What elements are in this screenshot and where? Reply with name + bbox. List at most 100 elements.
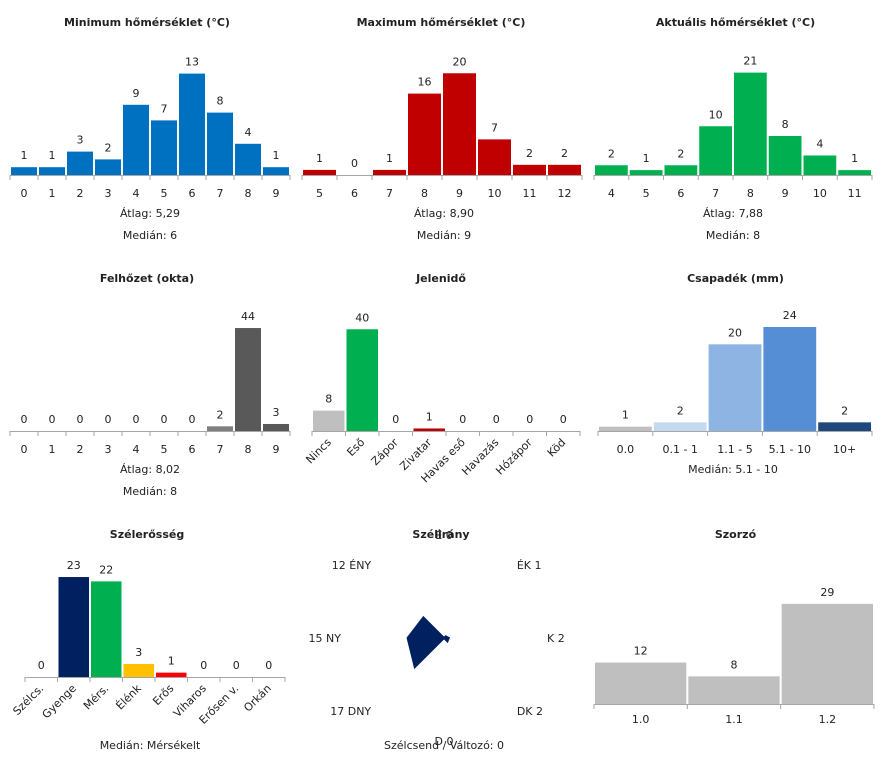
data-label: 8	[217, 95, 224, 108]
bar-10	[478, 139, 511, 175]
category-label: 3	[105, 443, 112, 456]
bar-9	[263, 423, 289, 431]
category-label: 6	[189, 187, 196, 200]
bar-4	[595, 165, 628, 175]
bar-5	[151, 120, 177, 175]
data-label: 4	[816, 138, 823, 151]
chart-title: Szélerősség	[110, 528, 184, 541]
chart-title: Szorzó	[715, 528, 757, 541]
median-stat: Medián: 9	[417, 229, 471, 242]
bar-0	[11, 167, 37, 175]
category-label: 1.2	[819, 713, 837, 726]
category-label: 5.1 - 10	[769, 443, 811, 456]
data-label: 29	[820, 586, 834, 599]
category-label: 1	[49, 443, 56, 456]
bar-0.1 - 1	[653, 422, 707, 431]
data-label: 2	[677, 404, 684, 417]
category-label: 7	[712, 187, 719, 200]
data-label: 2	[217, 408, 224, 421]
data-label: 13	[185, 56, 199, 69]
calm-variable-stat: Szélcsend / Változó: 0	[384, 739, 504, 752]
bar-Mérs.	[91, 581, 122, 677]
category-label: 10	[488, 187, 502, 200]
chart-max-temp: Maximum hőmérséklet (°C) 1 5 0 6 1 7 16 8 20 9 7 10 2…	[301, 16, 583, 242]
bar-2	[67, 151, 93, 175]
bar-8	[734, 72, 767, 175]
direction-label-D: D 0	[435, 735, 454, 748]
median-stat: Medián: 8	[123, 485, 177, 498]
category-label: 1.1	[725, 713, 743, 726]
data-label: 8	[782, 118, 789, 131]
category-label: 8	[245, 443, 252, 456]
bar-7	[699, 126, 732, 175]
category-label: 4	[133, 443, 140, 456]
category-label: 0.0	[617, 443, 635, 456]
data-label: 2	[841, 404, 848, 417]
category-label: 9	[273, 187, 280, 200]
median-stat: Medián: 6	[123, 229, 177, 242]
bar-3	[95, 159, 121, 175]
bar-1.1 - 5	[708, 344, 762, 431]
category-label: 9	[273, 443, 280, 456]
data-label: 0	[392, 413, 399, 426]
category-label: 5	[643, 187, 650, 200]
data-label: 0	[49, 413, 56, 426]
bar-6	[664, 165, 698, 175]
data-label: 7	[491, 121, 498, 134]
direction-label-DK: DK 2	[517, 705, 543, 718]
bar-1	[39, 167, 65, 175]
chart-title: Maximum hőmérséklet (°C)	[357, 16, 526, 29]
category-label: 4	[608, 187, 615, 200]
data-label: 2	[105, 141, 112, 154]
bar-5	[303, 169, 336, 175]
data-label: 0	[526, 413, 533, 426]
category-label: Gyenge	[40, 682, 79, 721]
chart-cloud: Felhőzet (okta) 0 0 0 1 0 2 0 3 0 4 0 5 0 6 2 7 44 8 3 9 Átla…	[9, 272, 291, 498]
bar-Eső	[346, 329, 378, 431]
bar-9	[443, 73, 476, 175]
category-label: 5	[161, 443, 168, 456]
data-label: 0	[493, 413, 500, 426]
data-label: 44	[241, 310, 255, 323]
bar-Nincs	[313, 410, 345, 431]
bar-8	[408, 93, 441, 175]
data-label: 10	[709, 108, 723, 121]
category-label: 7	[386, 187, 393, 200]
bar-1.2	[781, 603, 873, 704]
direction-label-ÉNY: 12 ÉNY	[332, 559, 372, 572]
chart-weather: Jelenidő8Nincs40Eső0Zápor1Zivatar0Havas …	[303, 272, 581, 485]
category-label: Erős	[150, 682, 176, 708]
data-label: 40	[355, 311, 369, 324]
category-label: 11	[523, 187, 537, 200]
category-label: Havazás	[459, 436, 501, 478]
data-label: 0	[189, 413, 196, 426]
chart-min-temp: Minimum hőmérséklet (°C)1011322394751368…	[9, 16, 291, 242]
data-label: 0	[459, 413, 466, 426]
category-label: Mérs.	[81, 682, 111, 712]
category-label: 6	[189, 443, 196, 456]
data-label: 1	[21, 149, 28, 162]
median-stat: Medián: 8	[706, 229, 760, 242]
data-label: 22	[99, 563, 113, 576]
chart-cur-temp: Aktuális hőmérséklet (°C) 2 4 1 5 2 6 10 7 21 8 8 9 4…	[593, 16, 873, 242]
chart-multiplier: Szorzó 12 1.0 8 1.1 29 1.2	[593, 528, 875, 726]
data-label: 2	[677, 147, 684, 160]
chart-precip: Csapadék (mm) 1 0.0 2 0.1 - 1 20 1.1 - 5 24 5.1 …	[597, 272, 873, 476]
direction-label-NY: 15 NY	[309, 632, 342, 645]
data-label: 23	[67, 559, 81, 572]
chart-title: Jelenidő	[415, 272, 466, 285]
chart-title: Szélirány	[412, 528, 469, 541]
category-label: Köd	[545, 436, 569, 460]
category-label: 11	[848, 187, 862, 200]
data-label: 1	[273, 149, 280, 162]
category-label: 2	[77, 187, 84, 200]
data-label: 0	[38, 659, 45, 672]
data-label: 8	[731, 658, 738, 671]
bar-10	[803, 155, 837, 175]
category-label: 12	[558, 187, 572, 200]
data-label: 16	[418, 76, 432, 89]
bar-12	[548, 164, 581, 175]
category-label: 0	[21, 187, 28, 200]
category-label: 10+	[833, 443, 856, 456]
